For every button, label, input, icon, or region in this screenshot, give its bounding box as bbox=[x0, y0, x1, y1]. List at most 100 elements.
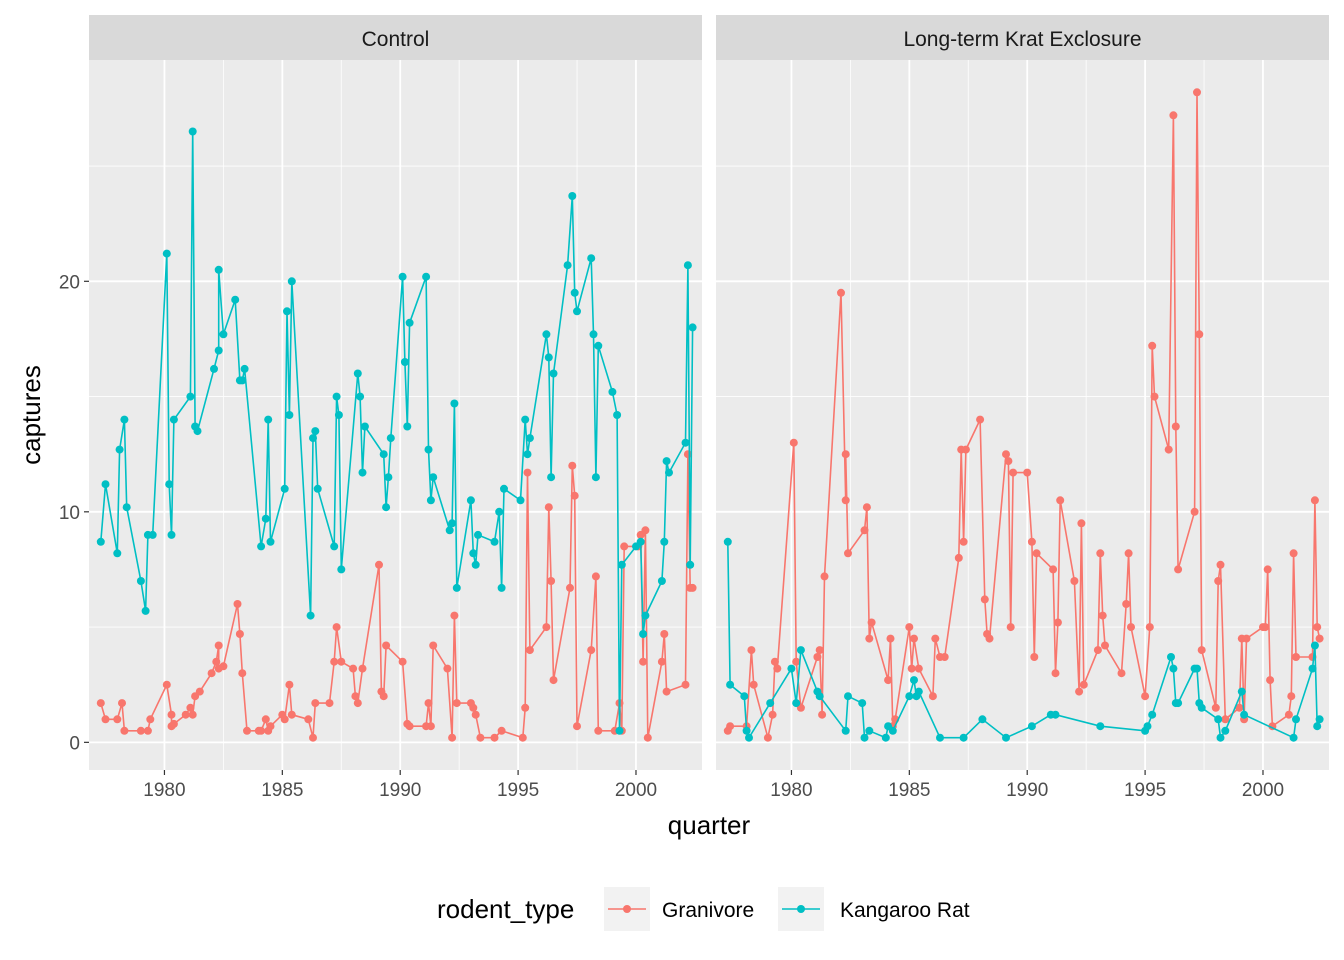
data-point-kangaroo-rat bbox=[264, 415, 273, 424]
y-axis-title: captures bbox=[16, 365, 46, 465]
data-point-kangaroo-rat bbox=[334, 411, 343, 419]
data-point-kangaroo-rat bbox=[657, 577, 666, 585]
data-point-kangaroo-rat bbox=[745, 733, 753, 742]
data-point-kangaroo-rat bbox=[936, 733, 944, 742]
data-point-granivore bbox=[841, 450, 850, 459]
data-point-granivore bbox=[469, 703, 478, 712]
data-point-granivore bbox=[688, 583, 697, 592]
data-point-granivore bbox=[1145, 623, 1154, 632]
data-point-granivore bbox=[820, 572, 829, 581]
data-point-kangaroo-rat bbox=[1315, 715, 1324, 724]
data-point-granivore bbox=[773, 664, 782, 673]
data-point-kangaroo-rat bbox=[188, 127, 197, 136]
data-point-kangaroo-rat bbox=[280, 484, 289, 493]
data-point-kangaroo-rat bbox=[214, 265, 223, 274]
data-point-granivore bbox=[570, 491, 579, 500]
data-point-kangaroo-rat bbox=[568, 192, 577, 200]
data-point-granivore bbox=[1169, 111, 1178, 120]
data-point-kangaroo-rat bbox=[636, 537, 645, 546]
data-point-granivore bbox=[1171, 422, 1180, 431]
data-point-granivore bbox=[1124, 549, 1133, 558]
x-tick-label: 1985 bbox=[261, 780, 303, 801]
data-point-kangaroo-rat bbox=[742, 726, 751, 735]
data-point-granivore bbox=[985, 634, 994, 643]
data-point-kangaroo-rat bbox=[356, 392, 365, 401]
data-point-granivore bbox=[113, 715, 122, 724]
x-tick-label: 1995 bbox=[1124, 780, 1166, 801]
data-point-kangaroo-rat bbox=[910, 676, 918, 685]
data-point-granivore bbox=[358, 664, 367, 673]
data-point-kangaroo-rat bbox=[1308, 664, 1317, 673]
data-point-granivore bbox=[643, 733, 652, 742]
data-point-kangaroo-rat bbox=[238, 376, 247, 385]
data-point-kangaroo-rat bbox=[681, 438, 690, 447]
data-point-granivore bbox=[287, 710, 296, 719]
data-point-granivore bbox=[573, 722, 581, 731]
data-point-kangaroo-rat bbox=[723, 537, 732, 546]
data-point-granivore bbox=[1006, 623, 1015, 632]
data-point-granivore bbox=[1030, 653, 1039, 661]
data-point-kangaroo-rat bbox=[450, 399, 459, 408]
data-point-granivore bbox=[789, 438, 798, 447]
data-point-kangaroo-rat bbox=[337, 565, 346, 574]
data-point-granivore bbox=[1051, 669, 1060, 678]
data-point-granivore bbox=[351, 692, 360, 701]
data-point-granivore bbox=[1027, 537, 1036, 546]
data-point-granivore bbox=[1287, 692, 1296, 701]
data-point-granivore bbox=[1101, 641, 1109, 650]
data-point-granivore bbox=[330, 657, 339, 666]
data-point-kangaroo-rat bbox=[120, 415, 129, 424]
data-point-kangaroo-rat bbox=[547, 473, 556, 482]
data-point-granivore bbox=[96, 699, 105, 708]
data-point-granivore bbox=[243, 726, 251, 735]
data-point-granivore bbox=[591, 572, 600, 581]
data-point-kangaroo-rat bbox=[587, 254, 596, 263]
data-point-granivore bbox=[940, 653, 949, 661]
data-point-kangaroo-rat bbox=[573, 307, 581, 316]
data-point-kangaroo-rat bbox=[122, 503, 131, 512]
data-point-kangaroo-rat bbox=[379, 450, 388, 459]
data-point-granivore bbox=[1096, 549, 1105, 558]
data-point-granivore bbox=[841, 496, 850, 505]
data-point-kangaroo-rat bbox=[261, 514, 270, 523]
data-point-granivore bbox=[521, 703, 530, 712]
data-point-kangaroo-rat bbox=[959, 733, 968, 742]
data-point-granivore bbox=[1310, 496, 1319, 505]
data-point-kangaroo-rat bbox=[662, 457, 671, 466]
data-point-granivore bbox=[266, 722, 275, 731]
data-point-kangaroo-rat bbox=[594, 341, 603, 350]
data-point-kangaroo-rat bbox=[424, 445, 433, 454]
data-point-granivore bbox=[914, 664, 923, 673]
data-point-kangaroo-rat bbox=[1193, 664, 1201, 673]
panel-exclosure: Long-term Krat Exclosure 1980 1985 1990 199… bbox=[716, 15, 1329, 801]
x-tick-label: 1980 bbox=[770, 780, 812, 801]
data-point-granivore bbox=[813, 653, 822, 661]
data-point-kangaroo-rat bbox=[978, 715, 987, 724]
data-point-kangaroo-rat bbox=[617, 560, 626, 569]
data-point-kangaroo-rat bbox=[353, 369, 362, 378]
data-point-granivore bbox=[1211, 703, 1220, 712]
data-point-granivore bbox=[1004, 457, 1013, 466]
data-point-kangaroo-rat bbox=[113, 549, 122, 558]
data-point-granivore bbox=[1174, 565, 1183, 574]
data-point-kangaroo-rat bbox=[1240, 710, 1249, 719]
data-point-kangaroo-rat bbox=[386, 434, 395, 443]
data-point-granivore bbox=[844, 549, 852, 558]
data-point-granivore bbox=[639, 657, 648, 666]
data-point-granivore bbox=[146, 715, 155, 724]
data-point-kangaroo-rat bbox=[429, 473, 438, 482]
data-point-granivore bbox=[818, 710, 827, 719]
data-point-granivore bbox=[886, 634, 895, 643]
data-point-granivore bbox=[349, 664, 358, 673]
data-point-granivore bbox=[884, 676, 893, 685]
data-point-granivore bbox=[959, 537, 968, 546]
panel-control-x-axis: 1980 1985 1990 1995 2000 bbox=[143, 770, 657, 801]
data-point-granivore bbox=[662, 687, 671, 696]
data-point-kangaroo-rat bbox=[474, 530, 482, 539]
data-point-kangaroo-rat bbox=[309, 434, 317, 443]
data-point-kangaroo-rat bbox=[521, 415, 530, 424]
x-tick-label: 1995 bbox=[497, 780, 539, 801]
data-point-granivore bbox=[382, 641, 391, 650]
data-point-granivore bbox=[257, 726, 266, 735]
data-point-kangaroo-rat bbox=[231, 295, 240, 304]
